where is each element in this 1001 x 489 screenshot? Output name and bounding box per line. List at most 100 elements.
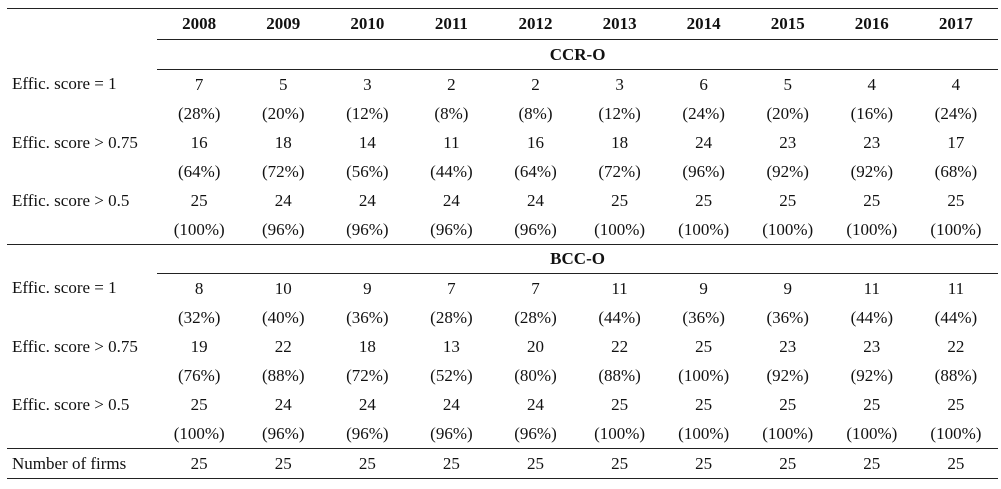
count-cell: 7	[531, 278, 540, 298]
count-cell: 22	[274, 336, 292, 356]
firm-count-cell: 25	[745, 448, 830, 479]
row-label: Number of firms	[7, 448, 158, 479]
count-cell: 25	[947, 190, 965, 210]
section-header-row: CCR-O	[7, 39, 998, 70]
percentage-label-blank	[7, 361, 157, 390]
year-header-2010: 2010	[325, 8, 410, 40]
percentage-label-blank	[7, 215, 157, 245]
percentage-cell: (100%)	[846, 219, 898, 239]
percentage-cell: (92%)	[766, 161, 809, 181]
percentage-cell: (72%)	[598, 161, 641, 181]
count-cell: 25	[779, 394, 797, 414]
percentage-cell: (8%)	[518, 103, 553, 123]
percentage-label-blank	[7, 99, 157, 128]
count-cell: 7	[194, 74, 204, 94]
percentage-cell: (8%)	[434, 103, 469, 123]
table-body: CCR-O Effic. score = 1 7 5 3 2 2 3 6 5 4 4 (28%) (20%…	[7, 39, 998, 479]
percentage-cell: (92%)	[850, 365, 894, 385]
count-cell: 16	[190, 132, 208, 152]
count-cell: 9	[783, 278, 792, 298]
number-of-firms-row: Number of firms 25 25 25 25 25 25 25 25 25 25	[7, 448, 998, 479]
percentage-cell: (100%)	[173, 219, 225, 239]
section-title: BCC-O	[157, 244, 998, 274]
count-cell: 10	[274, 278, 292, 298]
percentage-cell: (56%)	[346, 161, 389, 181]
count-cell: 17	[947, 132, 965, 152]
percentage-cell: (40%)	[262, 307, 305, 327]
percentage-cell: (100%)	[762, 219, 814, 239]
percentage-cell: (100%)	[846, 423, 898, 443]
count-cell: 23	[863, 132, 881, 152]
percentage-cell: (100%)	[762, 423, 814, 443]
percentage-row: (32%) (40%) (36%) (28%) (28%) (44%) (36%) (36%)…	[7, 303, 998, 332]
count-cell: 23	[863, 336, 881, 356]
count-cell: 20	[526, 336, 544, 356]
percentage-row: (64%) (72%) (56%) (44%) (64%) (72%) (96%) (92%)…	[7, 157, 998, 186]
count-cell: 16	[526, 132, 544, 152]
section-blank-cell	[7, 244, 158, 274]
count-cell: 11	[443, 132, 460, 152]
percentage-label-blank	[7, 419, 157, 449]
year-header-2014: 2014	[661, 8, 746, 40]
section-blank-cell	[7, 40, 157, 70]
percentage-cell: (44%)	[850, 307, 894, 327]
count-cell: 25	[190, 190, 208, 210]
count-cell: 24	[274, 394, 292, 414]
percentage-cell: (64%)	[177, 161, 221, 181]
count-cell: 22	[611, 336, 629, 356]
count-cell: 7	[447, 278, 456, 298]
percentage-cell: (32%)	[177, 307, 221, 327]
percentage-cell: (88%)	[934, 365, 978, 385]
percentage-cell: (96%)	[430, 423, 473, 443]
percentage-cell: (24%)	[682, 103, 725, 123]
count-cell: 24	[442, 190, 460, 210]
percentage-cell: (20%)	[262, 103, 305, 123]
percentage-cell: (28%)	[430, 307, 473, 327]
count-cell: 18	[358, 336, 376, 356]
percentage-cell: (44%)	[934, 307, 978, 327]
percentage-cell: (36%)	[766, 307, 809, 327]
percentage-cell: (100%)	[173, 423, 225, 443]
count-cell: 24	[358, 394, 376, 414]
count-cell: 11	[611, 278, 628, 298]
count-cell: 25	[863, 394, 881, 414]
percentage-row: (28%) (20%) (12%) (8%) (8%) (12%) (24%) (20%) (1…	[7, 99, 998, 128]
year-header-2012: 2012	[493, 8, 578, 40]
count-cell: 25	[695, 336, 713, 356]
percentage-cell: (20%)	[766, 103, 809, 123]
count-cell: 19	[190, 336, 208, 356]
table-row: Effic. score = 1 7 5 3 2 2 3 6 5 4 4	[7, 70, 998, 100]
count-cell: 25	[947, 394, 965, 414]
percentage-cell: (24%)	[934, 103, 978, 123]
percentage-cell: (44%)	[430, 161, 473, 181]
year-header-2009: 2009	[241, 8, 326, 40]
count-cell: 3	[363, 74, 372, 94]
percentage-row: (76%) (88%) (72%) (52%) (80%) (88%) (100%) (92%…	[7, 361, 998, 390]
firm-count-cell: 25	[913, 448, 998, 479]
firm-count-cell: 25	[577, 448, 662, 479]
percentage-row: (100%) (96%) (96%) (96%) (96%) (100%) (100%) (1…	[7, 419, 998, 449]
percentage-cell: (96%)	[514, 423, 557, 443]
percentage-label-blank	[7, 157, 157, 186]
count-cell: 25	[190, 394, 208, 414]
count-cell: 24	[442, 394, 460, 414]
count-cell: 24	[274, 190, 292, 210]
percentage-cell: (68%)	[934, 161, 978, 181]
count-cell: 5	[279, 74, 288, 94]
year-header-2008: 2008	[157, 8, 242, 40]
percentage-cell: (96%)	[262, 423, 305, 443]
row-label: Effic. score > 0.75	[12, 336, 138, 356]
year-header-row: 2008 2009 2010 2011 2012 2013 2014 2015 2016 2017	[7, 8, 998, 40]
count-cell: 24	[526, 394, 544, 414]
percentage-cell: (76%)	[177, 365, 221, 385]
percentage-cell: (96%)	[262, 219, 305, 239]
percentage-cell: (96%)	[430, 219, 473, 239]
table-row: Effic. score > 0.75 16 18 14 11 16 18 24 23 23 17	[7, 128, 998, 157]
count-cell: 9	[699, 278, 708, 298]
percentage-cell: (72%)	[346, 365, 389, 385]
count-cell: 25	[695, 190, 713, 210]
count-cell: 25	[611, 394, 629, 414]
percentage-cell: (96%)	[346, 423, 389, 443]
percentage-cell: (100%)	[930, 423, 982, 443]
count-cell: 14	[358, 132, 376, 152]
